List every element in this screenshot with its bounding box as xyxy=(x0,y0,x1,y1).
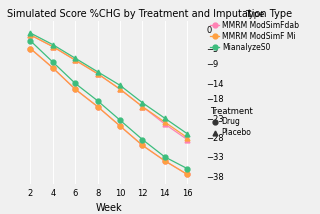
Text: Simulated Score %CHG by Treatment and Imputation Type: Simulated Score %CHG by Treatment and Im… xyxy=(7,9,292,19)
X-axis label: Week: Week xyxy=(95,204,122,213)
Legend: Drug, Placebo: Drug, Placebo xyxy=(210,107,253,137)
Legend: MMRM ModSimFdab, MMRM ModSimF Mi, MianalyzeS0: MMRM ModSimFdab, MMRM ModSimF Mi, Mianal… xyxy=(210,10,300,52)
